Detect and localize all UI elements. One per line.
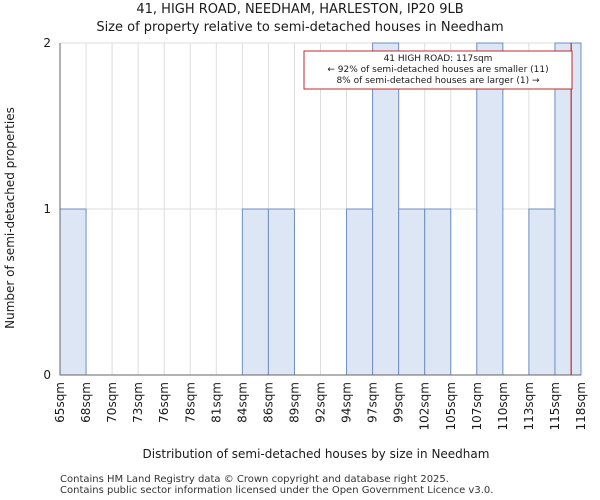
bar xyxy=(476,42,504,376)
bar xyxy=(346,208,374,376)
footer-licence: Contains public sector information licen… xyxy=(60,485,494,496)
chart-subtitle: Size of property relative to semi-detach… xyxy=(96,20,504,35)
y-tick-label: 0 xyxy=(43,368,51,382)
x-tick-label: 92sqm xyxy=(314,382,328,423)
x-tick-label: 110sqm xyxy=(496,382,510,430)
x-tick-label: 65sqm xyxy=(53,382,67,423)
y-tick-label: 2 xyxy=(43,36,51,50)
x-tick-label: 86sqm xyxy=(261,382,275,423)
x-tick-label: 97sqm xyxy=(366,382,380,423)
x-tick-label: 73sqm xyxy=(131,382,145,423)
property-marker: 41 HIGH ROAD: 117sqm← 92% of semi-detach… xyxy=(303,43,573,375)
bar xyxy=(528,208,556,376)
bar xyxy=(241,208,269,376)
bar xyxy=(59,208,87,376)
x-tick-label: 99sqm xyxy=(392,382,406,423)
x-tick-label: 81sqm xyxy=(209,382,223,423)
x-tick-label: 89sqm xyxy=(287,382,301,423)
annotation-line: ← 92% of semi-detached houses are smalle… xyxy=(327,65,548,75)
x-tick-label: 105sqm xyxy=(444,382,458,430)
bars xyxy=(59,42,582,376)
annotation-line: 41 HIGH ROAD: 117sqm xyxy=(384,54,493,64)
footer-copyright: Contains HM Land Registry data © Crown c… xyxy=(60,474,449,485)
x-tick-label: 107sqm xyxy=(470,382,484,430)
x-tick-label: 84sqm xyxy=(235,382,249,423)
y-axis-label: Number of semi-detached properties xyxy=(3,107,17,329)
x-tick-label: 76sqm xyxy=(157,382,171,423)
bar xyxy=(372,42,400,376)
x-tick-label: 113sqm xyxy=(522,382,536,430)
x-tick-label: 68sqm xyxy=(79,382,93,423)
x-tick-label: 115sqm xyxy=(548,382,562,430)
bar xyxy=(398,208,426,376)
x-tick-label: 70sqm xyxy=(105,382,119,423)
x-tick-label: 118sqm xyxy=(574,382,588,430)
x-tick-label: 102sqm xyxy=(418,382,432,430)
annotation-line: 8% of semi-detached houses are larger (1… xyxy=(336,76,540,86)
y-tick-label: 1 xyxy=(43,202,51,216)
x-tick-label: 78sqm xyxy=(183,382,197,423)
bar xyxy=(554,42,582,376)
x-axis-label: Distribution of semi-detached houses by … xyxy=(143,447,490,461)
bar xyxy=(267,208,295,376)
chart-title: 41, HIGH ROAD, NEEDHAM, HARLESTON, IP20 … xyxy=(136,2,464,17)
x-tick-label: 94sqm xyxy=(340,382,354,423)
annotation-box xyxy=(303,50,573,90)
axes: 0 1 2 65sqm 68sqm 70sqm 73sqm 76sqm 78sqm 81sqm 84… xyxy=(43,36,588,430)
bar xyxy=(424,208,452,376)
